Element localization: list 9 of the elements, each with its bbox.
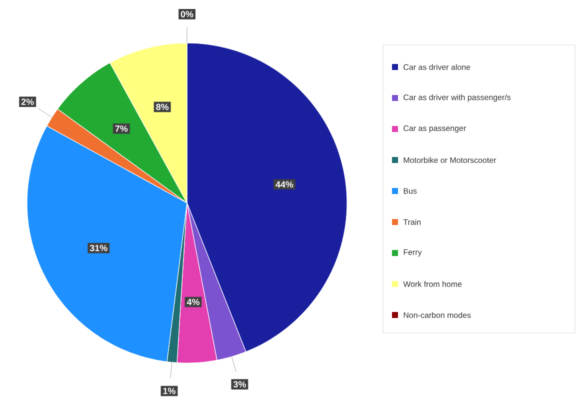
data-label: 31%: [90, 244, 108, 252]
data-label: 1%: [163, 388, 176, 394]
text: 0%: [180, 11, 194, 18]
data-label: 2%: [21, 98, 34, 105]
data-label: 3%: [233, 381, 246, 388]
data-label: 8%: [156, 104, 169, 110]
data-label: 44%: [276, 181, 294, 188]
data-label: 7%: [115, 125, 128, 132]
data-label: 4%: [186, 298, 200, 306]
